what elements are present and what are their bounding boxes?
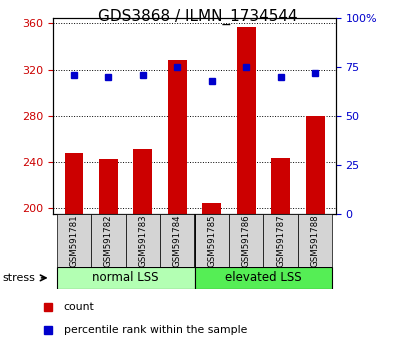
Bar	[91, 214, 126, 267]
Bar	[237, 27, 256, 214]
Bar	[134, 149, 152, 214]
Text: GSM591783: GSM591783	[138, 215, 147, 267]
Text: GSM591781: GSM591781	[70, 215, 79, 267]
Text: GSM591787: GSM591787	[276, 215, 285, 267]
Bar	[57, 267, 195, 289]
Text: elevated LSS: elevated LSS	[225, 272, 302, 284]
Bar	[306, 116, 325, 214]
Text: GSM591786: GSM591786	[242, 215, 251, 267]
Bar	[64, 153, 83, 214]
Text: stress: stress	[2, 273, 35, 283]
Bar	[271, 158, 290, 214]
Bar	[160, 214, 195, 267]
Text: normal LSS: normal LSS	[92, 272, 159, 284]
Bar	[168, 61, 187, 214]
Bar	[202, 202, 221, 214]
Bar	[195, 267, 332, 289]
Text: GSM591785: GSM591785	[207, 215, 216, 267]
Text: GSM591788: GSM591788	[310, 215, 320, 267]
Bar	[57, 214, 91, 267]
Text: GDS3868 / ILMN_1734544: GDS3868 / ILMN_1734544	[98, 9, 297, 25]
Bar	[263, 214, 298, 267]
Bar	[126, 214, 160, 267]
Text: GSM591784: GSM591784	[173, 215, 182, 267]
Text: count: count	[64, 302, 94, 312]
Bar	[99, 159, 118, 214]
Bar	[229, 214, 263, 267]
Text: percentile rank within the sample: percentile rank within the sample	[64, 325, 247, 335]
Bar	[195, 214, 229, 267]
Text: GSM591782: GSM591782	[104, 215, 113, 267]
Bar	[298, 214, 332, 267]
